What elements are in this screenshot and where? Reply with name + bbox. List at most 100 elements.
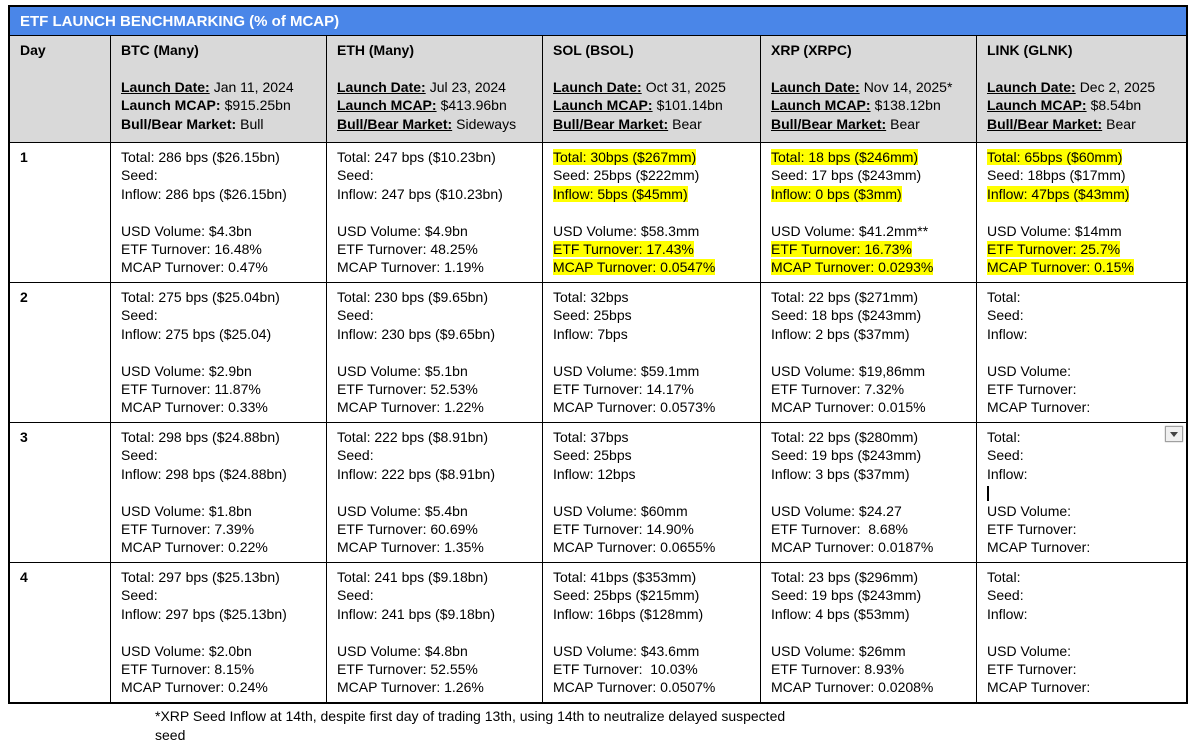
cell-text: Seed: 25bps ($215mm) [553, 587, 700, 604]
cell-line: Total: 297 bps ($25.13bn) [121, 568, 316, 586]
cell-day1-eth[interactable]: Total: 247 bps ($10.23bn) Seed: Inflow: 24… [327, 143, 542, 282]
cell-day2-sol[interactable]: Total: 32bps Seed: 25bps Inflow: 7bps USD V… [543, 283, 760, 422]
cell-text: Seed: [121, 447, 158, 464]
cell-text: MCAP Turnover: 0.0507% [553, 679, 716, 696]
day-cell-3[interactable]: 3 [10, 423, 110, 562]
cell-text: Seed: 25bps ($222mm) [553, 167, 700, 184]
cell-line: Inflow: 4 bps ($53mm) [771, 605, 966, 623]
launch-mcap-label: Launch MCAP: [771, 97, 871, 114]
blank-line [121, 623, 316, 641]
launch-date-label: Launch Date: [337, 78, 426, 95]
cell-text: USD Volume: $4.9bn [337, 222, 468, 239]
launch-mcap-label: Launch MCAP: [553, 97, 653, 114]
cell-line: Inflow: [987, 465, 1176, 483]
highlighted-text: Total: 65bps ($60mm) [987, 149, 1123, 165]
column-name: ETH (Many) [337, 42, 414, 58]
cell-text: USD Volume: [987, 362, 1072, 379]
cell-line: ETF Turnover: 48.25% [337, 240, 532, 258]
column-name: LINK (GLNK) [987, 42, 1073, 58]
cell-line: MCAP Turnover: 0.47% [121, 258, 316, 276]
cell-text: ETF Turnover: 52.55% [337, 661, 478, 678]
bull-bear-market-label: Bull/Bear Market: [553, 115, 669, 132]
cell-text: Inflow: 2 bps ($37mm) [771, 325, 910, 342]
column-header-link[interactable]: LINK (GLNK) Launch Date: Dec 2, 2025 Launch… [977, 36, 1186, 142]
cell-text: Seed: [121, 167, 158, 184]
cell-line: MCAP Turnover: 0.0208% [771, 678, 966, 696]
cell-text: MCAP Turnover: 0.0187% [771, 539, 934, 556]
cell-day1-xrp[interactable]: Total: 18 bps ($246mm) Seed: 17 bps ($243… [761, 143, 976, 282]
cell-day4-sol[interactable]: Total: 41bps ($353mm) Seed: 25bps ($215mm… [543, 563, 760, 702]
day-header-cell[interactable]: Day [10, 36, 110, 142]
cell-line: MCAP Turnover: 0.15% [987, 258, 1176, 276]
cell-day2-xrp[interactable]: Total: 22 bps ($271mm) Seed: 18 bps ($243… [761, 283, 976, 422]
cell-day3-sol[interactable]: Total: 37bps Seed: 25bps Inflow: 12bps USD … [543, 423, 760, 562]
cell-day2-btc[interactable]: Total: 275 bps ($25.04bn) Seed: Inflow: 27… [111, 283, 326, 422]
cell-text: MCAP Turnover: 1.22% [337, 399, 484, 416]
cell-line: USD Volume: $24.27 [771, 502, 966, 520]
cell-text: ETF Turnover: 48.25% [337, 241, 478, 258]
cell-day3-eth[interactable]: Total: 222 bps ($8.91bn) Seed: Inflow: 222… [327, 423, 542, 562]
day-cell-2[interactable]: 2 [10, 283, 110, 422]
cell-day4-xrp[interactable]: Total: 23 bps ($296mm) Seed: 19 bps ($243… [761, 563, 976, 702]
footnote-line-2: seed [155, 727, 186, 743]
cell-day1-btc[interactable]: Total: 286 bps ($26.15bn) Seed: Inflow: 28… [111, 143, 326, 282]
cell-line: Total: 241 bps ($9.18bn) [337, 568, 532, 586]
day-cell-1[interactable]: 1 [10, 143, 110, 282]
cell-text: Seed: [987, 447, 1024, 464]
cell-text: USD Volume: $5.1bn [337, 362, 468, 379]
cell-day4-btc[interactable]: Total: 297 bps ($25.13bn) Seed: Inflow: 29… [111, 563, 326, 702]
cell-line: Seed: [121, 306, 316, 324]
day-cell-4[interactable]: 4 [10, 563, 110, 702]
cell-day1-link[interactable]: Total: 65bps ($60mm) Seed: 18bps ($17mm) I… [977, 143, 1186, 282]
cell-line: USD Volume: $4.8bn [337, 642, 532, 660]
launch-date-label: Launch Date: [987, 78, 1076, 95]
cell-line: USD Volume: $2.0bn [121, 642, 316, 660]
cell-day4-eth[interactable]: Total: 241 bps ($9.18bn) Seed: Inflow: 241… [327, 563, 542, 702]
cell-text: ETF Turnover: 14.90% [553, 521, 694, 538]
blank-line [987, 59, 1176, 77]
cell-text: MCAP Turnover: [987, 539, 1091, 556]
column-header-eth[interactable]: ETH (Many) Launch Date: Jul 23, 2024 Launch… [327, 36, 542, 142]
cell-text: USD Volume: $41.2mm** [771, 222, 929, 239]
highlighted-text: Inflow: 5bps ($45mm) [553, 185, 688, 202]
cell-text: MCAP Turnover: 1.35% [337, 539, 484, 556]
cell-day3-xrp[interactable]: Total: 22 bps ($280mm) Seed: 19 bps ($243… [761, 423, 976, 562]
cell-line: Inflow: 241 bps ($9.18bn) [337, 605, 532, 623]
cell-text: Total: 222 bps ($8.91bn) [337, 429, 488, 445]
cell-day4-link[interactable]: Total: Seed: Inflow: USD Volume: ETF Turnove… [977, 563, 1186, 702]
cell-day3-link[interactable]: Total: Seed: Inflow: USD Volume: ETF Turnove… [977, 423, 1186, 562]
cell-line: Total: 286 bps ($26.15bn) [121, 148, 316, 166]
cell-text: Seed: [337, 307, 374, 324]
cell-day3-btc[interactable]: Total: 298 bps ($24.88bn) Seed: Inflow: 29… [111, 423, 326, 562]
cell-day2-link[interactable]: Total: Seed: Inflow: USD Volume: ETF Turnove… [977, 283, 1186, 422]
bull-bear-market-label: Bull/Bear Market: [121, 115, 237, 132]
cell-line: Inflow: [987, 605, 1176, 623]
blank-line [771, 343, 966, 361]
cell-line: Seed: [337, 166, 532, 184]
cell-text: Inflow: 286 bps ($26.15bn) [121, 185, 287, 202]
cell-line: MCAP Turnover: 0.0655% [553, 538, 750, 556]
cell-line: ETF Turnover: 16.73% [771, 240, 966, 258]
column-name: XRP (XRPC) [771, 42, 852, 58]
cell-text: Inflow: 4 bps ($53mm) [771, 605, 910, 622]
highlighted-text: MCAP Turnover: 0.0547% [553, 259, 716, 276]
cell-text: MCAP Turnover: 1.19% [337, 259, 484, 276]
highlighted-text: MCAP Turnover: 0.0293% [771, 259, 934, 276]
cell-day1-sol[interactable]: Total: 30bps ($267mm) Seed: 25bps ($222mm… [543, 143, 760, 282]
cell-dropdown-button[interactable] [1165, 426, 1183, 442]
column-header-xrp[interactable]: XRP (XRPC) Launch Date: Nov 14, 2025* Launc… [761, 36, 976, 142]
cell-text: ETF Turnover: 10.03% [553, 661, 698, 678]
cell-text: USD Volume: $1.8bn [121, 502, 252, 519]
cell-text: USD Volume: $19,86mm [771, 362, 926, 379]
column-header-btc[interactable]: BTC (Many) Launch Date: Jan 11, 2024 Launch… [111, 36, 326, 142]
launch-date-line: Launch Date: Dec 2, 2025 [987, 78, 1176, 96]
cell-line: USD Volume: [987, 502, 1176, 520]
cell-line: MCAP Turnover: 0.24% [121, 678, 316, 696]
column-header-sol[interactable]: SOL (BSOL) Launch Date: Oct 31, 2025 Launch… [543, 36, 760, 142]
cell-text: USD Volume: $60mm [553, 502, 688, 519]
table-title-bar[interactable]: ETF LAUNCH BENCHMARKING (% of MCAP) [10, 7, 1186, 35]
launch-date-label: Launch Date: [121, 78, 210, 95]
cell-day2-eth[interactable]: Total: 230 bps ($9.65bn) Seed: Inflow: 230… [327, 283, 542, 422]
cell-text: ETF Turnover: 8.93% [771, 661, 905, 678]
bull-bear-market-value: Bear [1106, 115, 1136, 132]
